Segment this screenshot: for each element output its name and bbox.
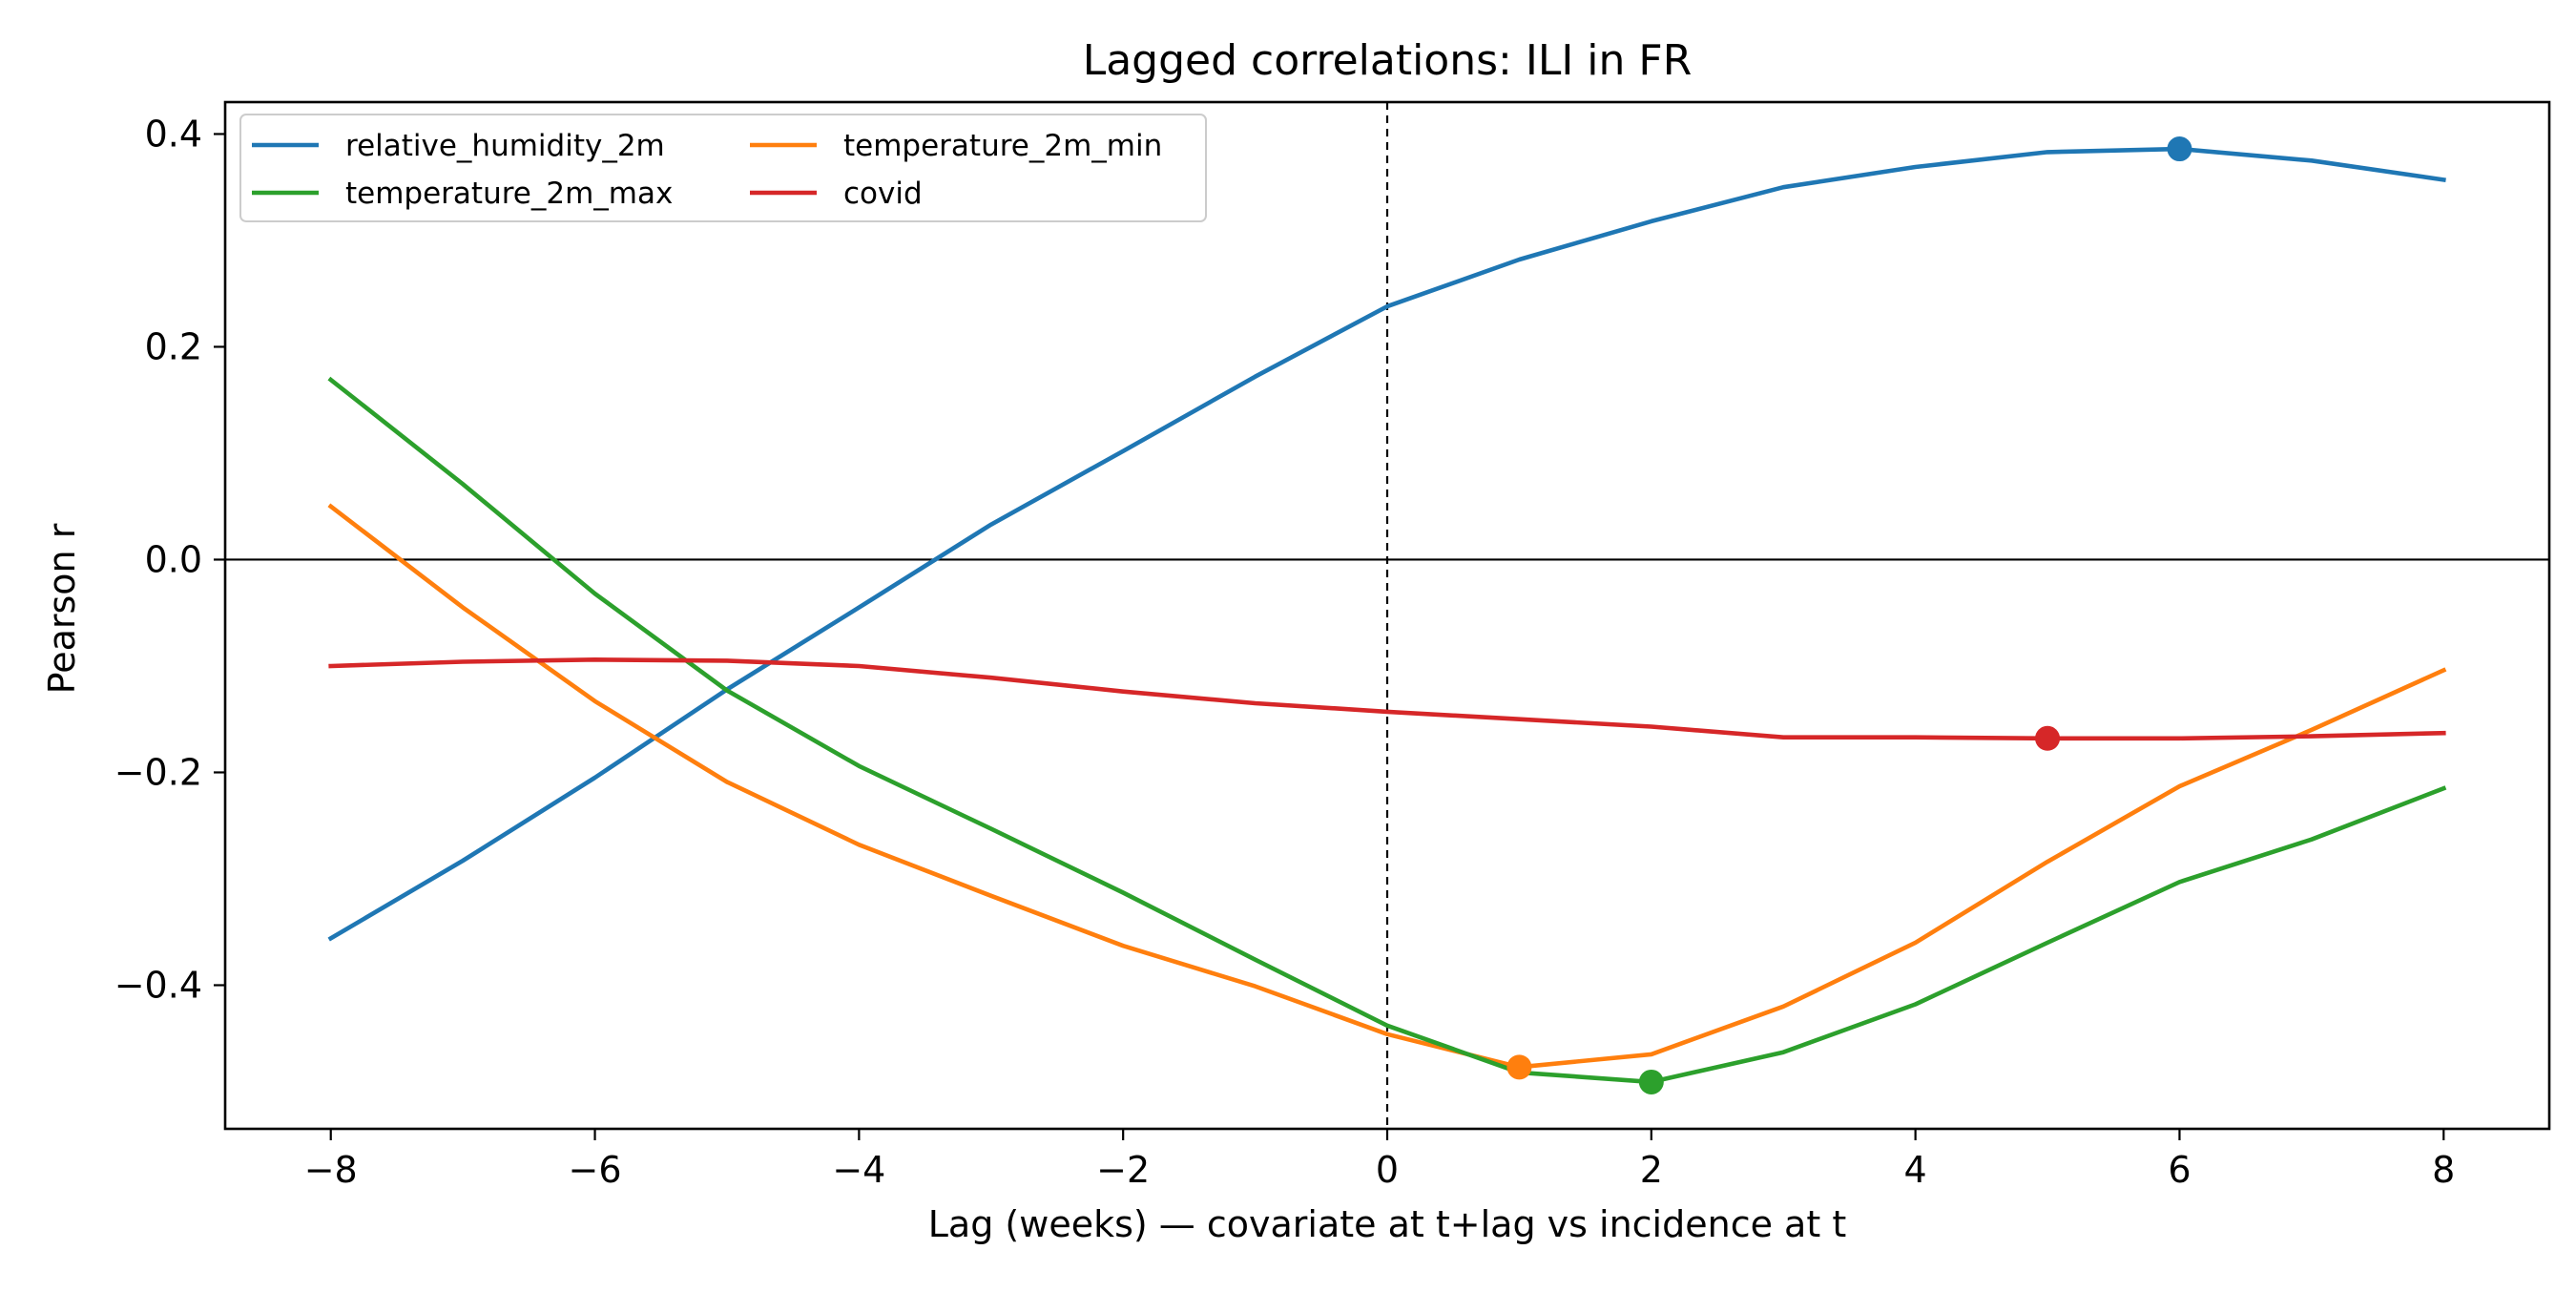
legend-label-temperature_2m_min: temperature_2m_min xyxy=(843,129,1162,163)
legend-box xyxy=(239,114,1207,222)
legend-label-covid: covid xyxy=(843,177,923,211)
y-tick-label: 0.2 xyxy=(145,325,202,367)
y-tick-label: −0.2 xyxy=(114,751,202,793)
x-tick-label: −6 xyxy=(569,1149,622,1191)
y-tick-label: 0.4 xyxy=(145,113,202,155)
x-tick-label: 8 xyxy=(2432,1149,2455,1191)
y-tick-label: −0.4 xyxy=(114,964,202,1006)
legend: relative_humidity_2m temperature_2m_minte… xyxy=(239,114,1207,222)
chart-title: Lagged correlations: ILI in FR xyxy=(1083,36,1693,85)
x-tick-label: 0 xyxy=(1376,1149,1399,1191)
x-tick-label: −4 xyxy=(832,1149,885,1191)
peak-marker-covid xyxy=(2035,725,2061,751)
legend-label-temperature_2m_max: temperature_2m_max xyxy=(345,177,673,211)
plot-area: −8 −6 −4 −2 0 2 4 6 8 −0.4 −0.2 0.0 0.2 0.4 xyxy=(114,100,2551,1191)
y-axis-label: Pearson r xyxy=(41,523,83,694)
peak-marker-temperature_2m_min xyxy=(1506,1054,1532,1080)
x-tick-label: 6 xyxy=(2168,1149,2191,1191)
x-tick-label: −8 xyxy=(304,1149,358,1191)
x-tick-label: 4 xyxy=(1904,1149,1927,1191)
legend-label-relative_humidity_2m: relative_humidity_2m xyxy=(345,129,665,163)
x-tick-label: −2 xyxy=(1096,1149,1150,1191)
peak-marker-temperature_2m_max xyxy=(1638,1069,1664,1094)
series-line-temperature_2m_min xyxy=(327,503,2447,1070)
y-tick-label: 0.0 xyxy=(145,538,202,580)
x-tick-label: 2 xyxy=(1640,1149,1663,1191)
series-line-relative_humidity_2m xyxy=(327,146,2446,942)
x-axis-label: Lag (weeks) — covariate at t+lag vs inci… xyxy=(928,1203,1846,1245)
peak-marker-relative_humidity_2m xyxy=(2167,136,2192,162)
series-line-covid xyxy=(328,656,2446,741)
